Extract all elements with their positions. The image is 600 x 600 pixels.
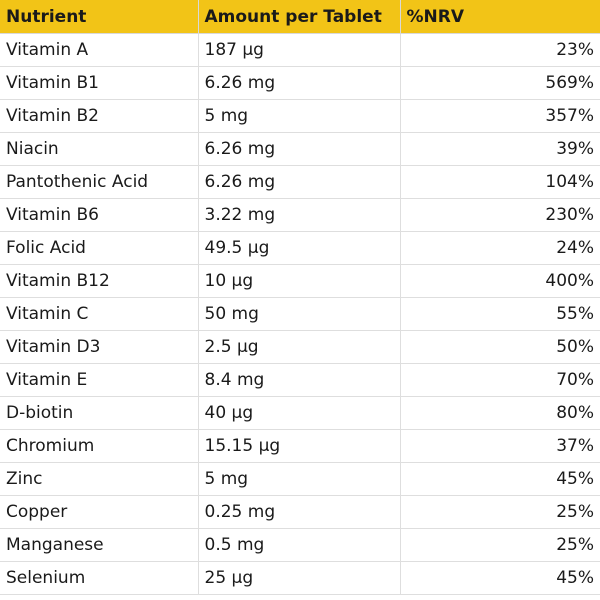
cell-nrv: 357% xyxy=(400,99,600,133)
header-amount: Amount per Tablet xyxy=(198,0,401,34)
cell-amount: 49.5 µg xyxy=(198,231,401,265)
table-row: Niacin 6.26 mg 39% xyxy=(0,132,600,166)
table-row: Pantothenic Acid 6.26 mg 104% xyxy=(0,165,600,199)
cell-nutrient: Vitamin E xyxy=(0,363,199,397)
cell-amount: 5 mg xyxy=(198,99,401,133)
cell-nrv: 45% xyxy=(400,462,600,496)
cell-amount: 40 µg xyxy=(198,396,401,430)
table-row: Vitamin A 187 µg 23% xyxy=(0,33,600,67)
cell-amount: 5 mg xyxy=(198,462,401,496)
cell-amount: 0.25 mg xyxy=(198,495,401,529)
table-row: Vitamin D3 2.5 µg 50% xyxy=(0,330,600,364)
cell-nutrient: Vitamin B6 xyxy=(0,198,199,232)
cell-nutrient: Selenium xyxy=(0,561,199,595)
cell-nutrient: Vitamin D3 xyxy=(0,330,199,364)
cell-nutrient: Pantothenic Acid xyxy=(0,165,199,199)
cell-amount: 3.22 mg xyxy=(198,198,401,232)
table-row: D-biotin 40 µg 80% xyxy=(0,396,600,430)
cell-nrv: 24% xyxy=(400,231,600,265)
cell-nrv: 70% xyxy=(400,363,600,397)
table-row: Zinc 5 mg 45% xyxy=(0,462,600,496)
cell-amount: 50 mg xyxy=(198,297,401,331)
cell-amount: 6.26 mg xyxy=(198,132,401,166)
cell-nrv: 400% xyxy=(400,264,600,298)
cell-amount: 2.5 µg xyxy=(198,330,401,364)
cell-nrv: 25% xyxy=(400,495,600,529)
cell-amount: 6.26 mg xyxy=(198,165,401,199)
cell-nrv: 45% xyxy=(400,561,600,595)
table-row: Vitamin B1 6.26 mg 569% xyxy=(0,66,600,100)
cell-nrv: 569% xyxy=(400,66,600,100)
cell-nrv: 37% xyxy=(400,429,600,463)
table-row: Manganese 0.5 mg 25% xyxy=(0,528,600,562)
table-row: Vitamin C 50 mg 55% xyxy=(0,297,600,331)
cell-nutrient: Manganese xyxy=(0,528,199,562)
cell-nutrient: Vitamin B2 xyxy=(0,99,199,133)
cell-amount: 10 µg xyxy=(198,264,401,298)
cell-nutrient: Zinc xyxy=(0,462,199,496)
cell-nutrient: Folic Acid xyxy=(0,231,199,265)
cell-nutrient: Vitamin B12 xyxy=(0,264,199,298)
cell-amount: 15.15 µg xyxy=(198,429,401,463)
cell-amount: 6.26 mg xyxy=(198,66,401,100)
cell-nutrient: Vitamin A xyxy=(0,33,199,67)
table-row: Folic Acid 49.5 µg 24% xyxy=(0,231,600,265)
cell-amount: 25 µg xyxy=(198,561,401,595)
header-row: Nutrient Amount per Tablet %NRV xyxy=(0,0,600,34)
cell-nrv: 55% xyxy=(400,297,600,331)
cell-nrv: 23% xyxy=(400,33,600,67)
table-row: Vitamin B6 3.22 mg 230% xyxy=(0,198,600,232)
table-body: Vitamin A 187 µg 23% Vitamin B1 6.26 mg … xyxy=(0,33,600,595)
cell-amount: 0.5 mg xyxy=(198,528,401,562)
cell-nutrient: Chromium xyxy=(0,429,199,463)
cell-nrv: 230% xyxy=(400,198,600,232)
cell-nutrient: Vitamin C xyxy=(0,297,199,331)
table-row: Vitamin B12 10 µg 400% xyxy=(0,264,600,298)
cell-nutrient: Niacin xyxy=(0,132,199,166)
cell-nutrient: D-biotin xyxy=(0,396,199,430)
cell-nrv: 39% xyxy=(400,132,600,166)
table-row: Vitamin E 8.4 mg 70% xyxy=(0,363,600,397)
cell-nutrient: Vitamin B1 xyxy=(0,66,199,100)
table-row: Chromium 15.15 µg 37% xyxy=(0,429,600,463)
header-nutrient: Nutrient xyxy=(0,0,199,34)
table-header: Nutrient Amount per Tablet %NRV xyxy=(0,0,600,34)
cell-amount: 8.4 mg xyxy=(198,363,401,397)
cell-nrv: 104% xyxy=(400,165,600,199)
cell-nrv: 25% xyxy=(400,528,600,562)
cell-nutrient: Copper xyxy=(0,495,199,529)
cell-nrv: 50% xyxy=(400,330,600,364)
header-nrv: %NRV xyxy=(400,0,600,34)
cell-amount: 187 µg xyxy=(198,33,401,67)
table-row: Vitamin B2 5 mg 357% xyxy=(0,99,600,133)
table-row: Copper 0.25 mg 25% xyxy=(0,495,600,529)
table-row: Selenium 25 µg 45% xyxy=(0,561,600,595)
cell-nrv: 80% xyxy=(400,396,600,430)
